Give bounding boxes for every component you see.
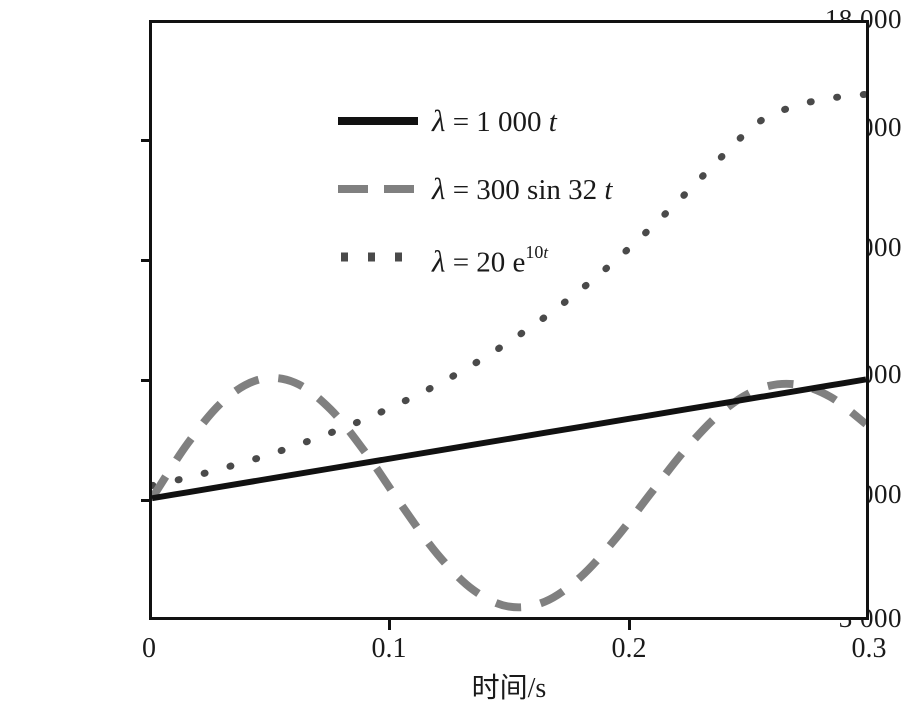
legend-label-sine: λ = 300 sin 32 t bbox=[432, 170, 613, 206]
series-canvas bbox=[152, 90, 866, 612]
legend-key-dashed-line bbox=[338, 178, 418, 200]
x-tick-mark-0.1 bbox=[388, 617, 391, 630]
legend-expression-exponential: 20 e bbox=[476, 246, 526, 279]
legend-exponent-exponential: 10 bbox=[525, 241, 544, 262]
plot-area: λ = 1 000 t λ = 300 sin 32 t bbox=[149, 20, 869, 620]
x-axis-title: 时间/s bbox=[471, 673, 547, 704]
legend-expression-linear: 1 000 bbox=[476, 105, 542, 138]
y-tick-mark-6000 bbox=[141, 499, 153, 502]
legend-lambda-symbol: λ bbox=[432, 170, 446, 206]
x-tick-label-0.3: 0.3 bbox=[851, 633, 887, 664]
legend-item-linear: λ = 1 000 t bbox=[338, 87, 612, 155]
x-tick-label-0.1: 0.1 bbox=[371, 633, 407, 664]
legend-exponent-variable: t bbox=[543, 242, 549, 262]
legend-equals-sign: = bbox=[452, 173, 470, 206]
y-tick-mark-9000 bbox=[141, 379, 153, 382]
legend-equals-sign: = bbox=[452, 246, 470, 279]
legend-key-solid-line bbox=[338, 110, 418, 132]
series-line-sine bbox=[152, 373, 866, 612]
legend-item-exponential: λ = 20 e10t bbox=[338, 223, 612, 291]
y-tick-mark-12000 bbox=[141, 259, 153, 262]
legend-lambda-symbol: λ bbox=[432, 243, 446, 279]
legend-label-exponential: λ = 20 e10t bbox=[432, 237, 548, 278]
legend-variable-sine: t bbox=[604, 173, 613, 206]
legend-lambda-symbol: λ bbox=[432, 102, 446, 138]
series-line-linear bbox=[152, 376, 866, 502]
legend-key-dotted-line bbox=[338, 246, 418, 268]
legend: λ = 1 000 t λ = 300 sin 32 t bbox=[338, 87, 612, 291]
x-tick-mark-0.2 bbox=[628, 617, 631, 630]
legend-label-linear: λ = 1 000 t bbox=[432, 102, 557, 138]
legend-variable-linear: t bbox=[548, 105, 557, 138]
legend-equals-sign: = bbox=[452, 105, 470, 138]
y-tick-mark-15000 bbox=[141, 139, 153, 142]
legend-expression-sine: 300 sin 32 bbox=[476, 173, 598, 206]
x-tick-label-0.2: 0.2 bbox=[611, 633, 647, 664]
legend-item-sine: λ = 300 sin 32 t bbox=[338, 155, 612, 223]
x-tick-label-0: 0 bbox=[142, 633, 156, 664]
